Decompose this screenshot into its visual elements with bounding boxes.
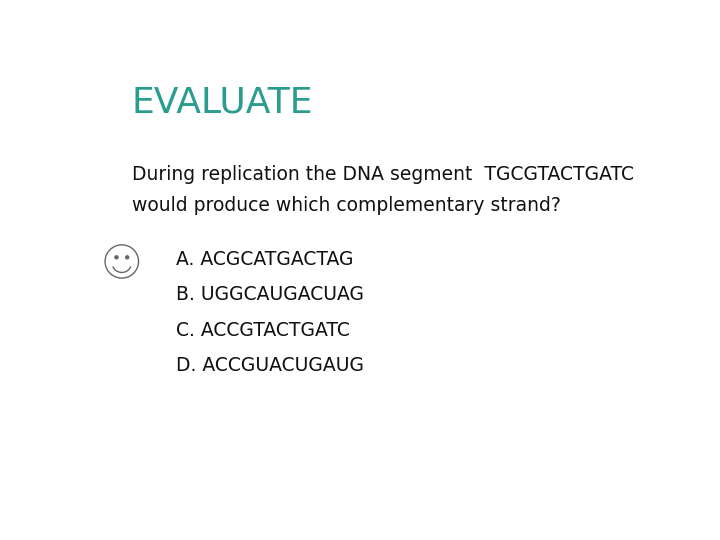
Ellipse shape — [126, 256, 129, 259]
Text: D. ACCGUACUGAUG: D. ACCGUACUGAUG — [176, 356, 364, 375]
Text: A. ACGCATGACTAG: A. ACGCATGACTAG — [176, 250, 354, 269]
Text: EVALUATE: EVALUATE — [132, 85, 313, 119]
Text: During replication the DNA segment  TGCGTACTGATC: During replication the DNA segment TGCGT… — [132, 165, 634, 184]
Text: C. ACCGTACTGATC: C. ACCGTACTGATC — [176, 321, 351, 340]
Ellipse shape — [115, 256, 118, 259]
Text: would produce which complementary strand?: would produce which complementary strand… — [132, 196, 561, 215]
Text: B. UGGCAUGACUAG: B. UGGCAUGACUAG — [176, 285, 364, 304]
